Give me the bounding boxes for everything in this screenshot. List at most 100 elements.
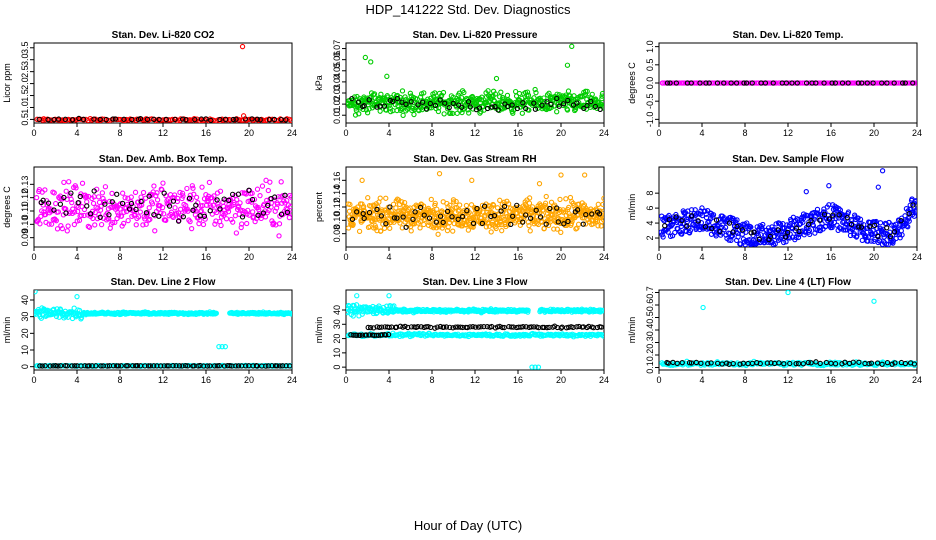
data-point <box>793 225 800 231</box>
data-point <box>266 117 273 123</box>
data-point <box>80 116 87 122</box>
data-point <box>170 198 177 204</box>
data-point <box>286 214 292 221</box>
data-point <box>380 221 386 227</box>
data-point <box>239 221 245 227</box>
y-tick-label: 4 <box>645 221 655 226</box>
data-point <box>246 187 252 193</box>
x-tick-label: 24 <box>287 252 297 262</box>
data-point <box>913 209 917 215</box>
data-point <box>489 104 495 110</box>
data-point <box>40 197 46 203</box>
data-point <box>423 106 430 112</box>
x-tick-label: 0 <box>656 128 661 138</box>
data-point <box>397 215 404 221</box>
plot-frame <box>658 289 918 371</box>
data-point <box>98 363 104 369</box>
data-point <box>529 204 536 210</box>
data-point <box>688 207 695 213</box>
data-point <box>363 107 370 113</box>
y-tick-label: 20 <box>332 334 342 344</box>
data-point <box>92 222 98 228</box>
data-point <box>481 203 488 209</box>
x-tick-label: 0 <box>343 128 348 138</box>
data-point <box>120 190 126 196</box>
data-point <box>106 212 112 218</box>
data-point <box>354 293 360 299</box>
data-point <box>879 80 885 86</box>
x-tick-label: 16 <box>201 128 211 138</box>
data-point <box>133 206 139 213</box>
data-point <box>730 80 737 86</box>
data-point <box>505 222 511 228</box>
data-point <box>836 215 842 221</box>
data-point <box>112 219 118 226</box>
data-point <box>62 116 68 122</box>
data-point <box>154 197 161 203</box>
data-point <box>520 219 526 225</box>
data-point <box>227 363 233 369</box>
data-point <box>182 362 189 369</box>
data-point <box>905 224 911 230</box>
data-point <box>892 360 898 366</box>
data-point <box>845 209 852 215</box>
y-tick-label: 2.0 <box>20 77 30 90</box>
data-point <box>475 324 482 330</box>
data-point <box>53 218 59 224</box>
data-point <box>855 80 861 86</box>
data-point <box>397 94 403 101</box>
data-point <box>459 213 466 220</box>
data-point <box>255 212 261 218</box>
panel-y-axis-label: degrees C <box>2 186 12 228</box>
data-point <box>868 360 875 366</box>
data-point <box>739 227 746 233</box>
data-point <box>588 98 594 104</box>
data-point <box>231 201 237 208</box>
data-point <box>63 210 69 216</box>
y-tick-label: 0.5 <box>20 113 30 126</box>
data-point <box>102 184 109 190</box>
x-tick-label: 24 <box>599 375 609 385</box>
data-point <box>138 198 144 205</box>
x-tick-label: 16 <box>513 252 523 262</box>
data-point <box>346 225 352 231</box>
data-point <box>147 363 153 369</box>
data-point <box>98 221 105 228</box>
x-tick-label: 0 <box>656 375 661 385</box>
data-point <box>218 222 224 229</box>
data-point <box>748 230 754 236</box>
data-point <box>741 80 747 86</box>
data-point <box>79 180 86 186</box>
data-point <box>257 117 263 123</box>
data-point <box>93 363 99 369</box>
data-points <box>659 290 917 369</box>
data-point <box>265 200 271 206</box>
data-point <box>437 213 444 219</box>
data-point <box>222 116 229 122</box>
data-point <box>434 324 440 330</box>
data-point <box>913 80 917 86</box>
y-tick-label: 0.09 <box>20 229 30 247</box>
data-point <box>349 216 356 222</box>
data-point <box>208 117 214 123</box>
data-point <box>402 323 408 330</box>
data-point <box>580 221 586 227</box>
data-point <box>417 225 423 231</box>
data-point <box>387 225 393 231</box>
y-tick-label: 40 <box>332 305 342 315</box>
data-point <box>89 363 95 369</box>
data-point <box>447 202 453 208</box>
data-point <box>436 105 442 111</box>
data-point <box>374 206 380 213</box>
x-tick-label: 24 <box>287 375 297 385</box>
data-point <box>902 360 909 367</box>
y-tick-label: 20 <box>20 328 30 338</box>
data-point <box>470 323 476 330</box>
x-tick-label: 12 <box>158 128 168 138</box>
data-points <box>659 168 917 247</box>
data-point <box>288 311 292 317</box>
data-point <box>807 80 813 86</box>
data-point <box>717 228 723 235</box>
data-point <box>190 185 196 191</box>
